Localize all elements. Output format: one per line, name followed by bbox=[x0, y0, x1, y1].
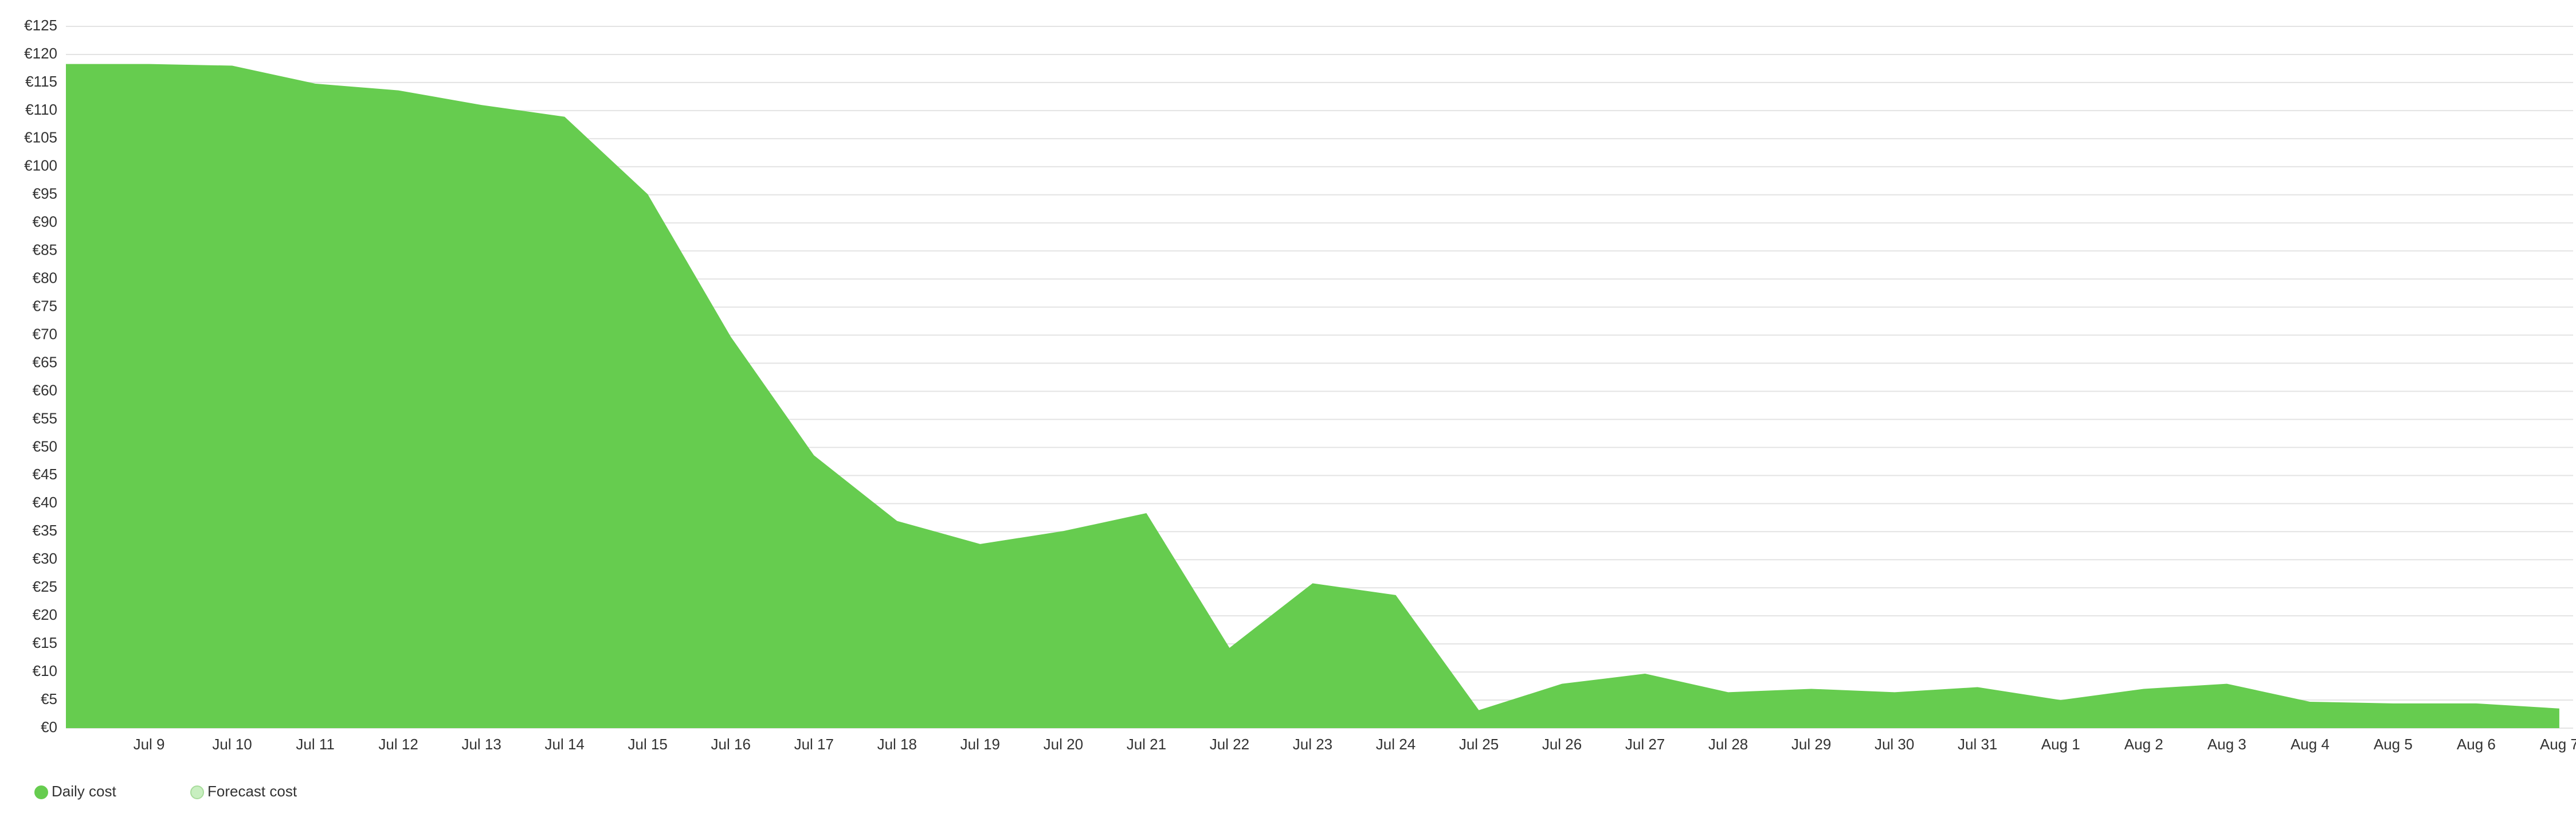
y-tick-label: €85 bbox=[33, 241, 57, 259]
x-tick-label: Aug 4 bbox=[2291, 736, 2330, 753]
y-tick-label: €80 bbox=[33, 269, 57, 287]
x-tick-label: Aug 3 bbox=[2208, 736, 2246, 753]
y-tick-label: €15 bbox=[33, 634, 57, 651]
x-tick-label: Jul 21 bbox=[1127, 736, 1166, 753]
y-tick-label: €70 bbox=[33, 325, 57, 342]
x-tick-label: Jul 20 bbox=[1044, 736, 1083, 753]
y-tick-label: €40 bbox=[33, 494, 57, 511]
x-tick-label: Jul 23 bbox=[1293, 736, 1332, 753]
y-tick-label: €120 bbox=[24, 45, 57, 62]
x-tick-label: Jul 31 bbox=[1958, 736, 1997, 753]
x-tick-label: Jul 26 bbox=[1542, 736, 1582, 753]
x-tick-label: Jul 22 bbox=[1210, 736, 1249, 753]
legend-label: Daily cost bbox=[52, 783, 116, 800]
y-tick-label: €115 bbox=[25, 73, 57, 90]
y-tick-label: €55 bbox=[33, 409, 57, 427]
area bbox=[66, 64, 2559, 728]
y-tick-label: €100 bbox=[24, 157, 57, 174]
x-tick-label: Jul 13 bbox=[461, 736, 501, 753]
x-tick-label: Jul 27 bbox=[1625, 736, 1665, 753]
x-tick-label: Aug 5 bbox=[2374, 736, 2413, 753]
x-tick-label: Jul 15 bbox=[628, 736, 668, 753]
x-tick-label: Jul 24 bbox=[1376, 736, 1416, 753]
legend-marker bbox=[34, 785, 48, 799]
y-tick-label: €90 bbox=[33, 213, 57, 230]
y-tick-label: €125 bbox=[24, 17, 57, 34]
x-tick-label: Jul 12 bbox=[378, 736, 418, 753]
x-tick-label: Aug 2 bbox=[2124, 736, 2163, 753]
x-tick-label: Jul 11 bbox=[296, 736, 334, 753]
x-tick-label: Jul 18 bbox=[877, 736, 917, 753]
legend-label: Forecast cost bbox=[207, 783, 297, 800]
x-tick-label: Jul 28 bbox=[1708, 736, 1748, 753]
x-tick-label: Jul 19 bbox=[960, 736, 1000, 753]
y-tick-label: €50 bbox=[33, 437, 57, 455]
y-tick-label: €30 bbox=[33, 550, 57, 567]
y-tick-label: €10 bbox=[33, 662, 57, 679]
y-tick-label: €60 bbox=[33, 381, 57, 398]
x-tick-label: Jul 16 bbox=[711, 736, 751, 753]
x-tick-label: Jul 17 bbox=[794, 736, 834, 753]
x-tick-label: Jul 10 bbox=[212, 736, 252, 753]
x-tick-label: Jul 25 bbox=[1459, 736, 1499, 753]
legend-marker bbox=[190, 785, 204, 799]
y-tick-label: €45 bbox=[33, 466, 57, 483]
y-tick-label: €0 bbox=[41, 718, 57, 736]
y-tick-label: €110 bbox=[25, 101, 57, 118]
x-tick-label: Jul 29 bbox=[1791, 736, 1831, 753]
x-tick-label: Jul 14 bbox=[544, 736, 584, 753]
y-tick-label: €25 bbox=[33, 578, 57, 595]
y-tick-label: €20 bbox=[33, 606, 57, 623]
y-tick-label: €75 bbox=[33, 297, 57, 314]
y-tick-label: €5 bbox=[41, 690, 57, 707]
x-tick-label: Jul 9 bbox=[134, 736, 165, 753]
x-tick-label: Jul 30 bbox=[1875, 736, 1914, 753]
y-tick-label: €35 bbox=[33, 522, 57, 539]
y-tick-label: €105 bbox=[24, 129, 57, 146]
x-tick-label: Aug 7 bbox=[2540, 736, 2576, 753]
x-tick-label: Aug 1 bbox=[2041, 736, 2080, 753]
y-tick-label: €95 bbox=[33, 185, 57, 202]
y-tick-label: €65 bbox=[33, 353, 57, 370]
x-tick-label: Aug 6 bbox=[2457, 736, 2496, 753]
